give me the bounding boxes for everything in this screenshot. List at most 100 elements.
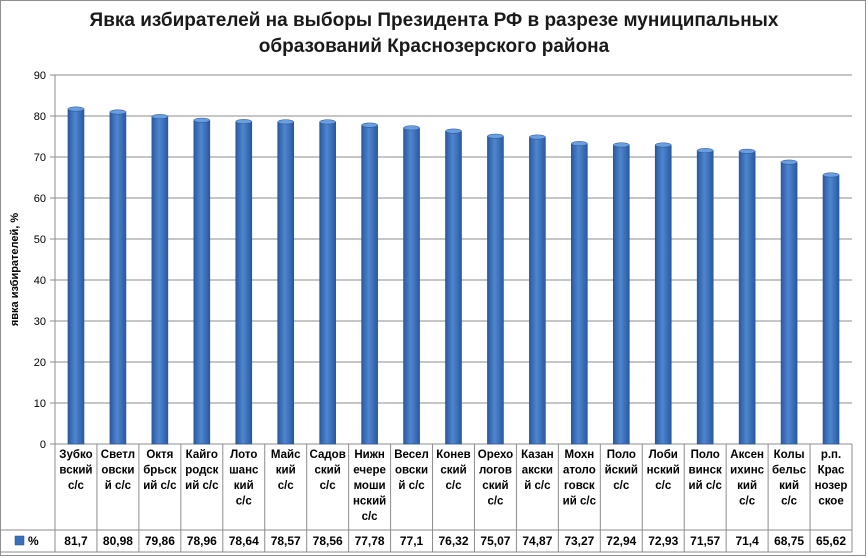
bar-top: [403, 125, 420, 131]
bars: [67, 106, 840, 445]
category-label: Аксен ихинс кий с/с: [730, 449, 764, 508]
bar: [571, 143, 588, 445]
value-label: 73,27: [564, 534, 594, 548]
bar-top: [151, 114, 169, 120]
bar-top: [67, 106, 85, 112]
value-label: 77,1: [400, 534, 424, 548]
bar: [193, 119, 211, 445]
value-labels: 81,7 80,98 79,86 78,96 78,64 78,57 78,56 77,78 7…: [64, 534, 846, 548]
bar-top: [696, 148, 714, 154]
value-label: 78,64: [229, 534, 259, 548]
value-label: 80,98: [103, 534, 133, 548]
bar: [822, 174, 840, 445]
value-label: 75,07: [480, 534, 510, 548]
value-label: 78,96: [187, 534, 217, 548]
bar: [529, 136, 546, 445]
category-label: Лоби нский с/с: [647, 449, 680, 492]
bar-top: [571, 141, 588, 147]
chart-title-line-2: образований Краснозерского района: [258, 36, 610, 57]
bar: [277, 121, 295, 445]
value-label: 72,93: [648, 534, 678, 548]
bar: [738, 150, 756, 445]
y-tick-label: 60: [34, 193, 46, 205]
category-label: Октя брьск ий с/с: [143, 449, 177, 492]
data-table: [0, 444, 853, 553]
chart-title: Явка избирателей на выборы Президента РФ…: [0, 8, 868, 60]
category-label: Поло винск ий с/с: [689, 449, 723, 492]
bar-top: [193, 117, 211, 123]
category-label: Колы бельс кий с/с: [772, 449, 807, 508]
category-label: Кайго родск ий с/с: [185, 449, 219, 492]
y-tick-label: 90: [34, 70, 46, 82]
category-label: Казан акски й с/с: [521, 449, 554, 492]
legend: %: [14, 534, 39, 548]
category-label: Весел овски й с/с: [394, 449, 429, 492]
bar: [612, 144, 630, 445]
bar-top: [361, 122, 378, 128]
value-label: 65,62: [816, 534, 846, 548]
y-tick-label: 70: [34, 152, 46, 164]
y-tick-label: 80: [34, 111, 46, 123]
category-label: Поло йский с/с: [605, 449, 638, 492]
category-label: Мохн атоло говск ий с/с: [563, 449, 597, 508]
category-label: Садов ский с/с: [310, 449, 346, 492]
bar: [654, 144, 672, 445]
value-label: 81,7: [64, 534, 88, 548]
category-label: Орехо логов ский с/с: [478, 449, 513, 508]
category-label: Конев ский с/с: [436, 449, 470, 492]
value-label: 78,57: [271, 534, 301, 548]
y-axis-ticks: 0 10 20 30 40 50 60 70 80 90: [34, 70, 46, 451]
category-label: Зубко вский с/с: [59, 449, 92, 492]
value-label: 76,32: [438, 534, 468, 548]
chart-title-line-1: Явка избирателей на выборы Президента РФ…: [89, 10, 779, 31]
bar: [487, 135, 504, 445]
category-label: р.п. Крас нозер ское: [815, 449, 848, 508]
bar: [109, 111, 127, 445]
bar-top: [235, 119, 253, 125]
value-label: 68,75: [774, 534, 804, 548]
value-label: 72,94: [606, 534, 636, 548]
category-label: Майс кий с/с: [271, 449, 301, 492]
bar-top: [109, 109, 127, 115]
y-tick-label: 20: [34, 357, 46, 369]
y-tick-label: 10: [34, 398, 46, 410]
legend-swatch: [14, 535, 25, 546]
bar: [235, 121, 253, 445]
value-label: 77,78: [355, 534, 385, 548]
category-label: Лото шанс кий с/с: [229, 449, 259, 508]
bar: [445, 130, 462, 445]
category-label: Нижн ечере моши нский с/с: [353, 449, 386, 523]
bar: [780, 161, 798, 445]
value-label: 71,57: [690, 534, 720, 548]
bar-top: [613, 142, 630, 148]
value-label: 74,87: [522, 534, 552, 548]
bar-top: [445, 128, 462, 134]
y-tick-label: 50: [34, 234, 46, 246]
legend-label: %: [28, 534, 39, 548]
y-tick-label: 30: [34, 316, 46, 328]
value-label: 71,4: [735, 534, 759, 548]
value-label: 79,86: [145, 534, 175, 548]
value-label: 78,56: [313, 534, 343, 548]
bar: [151, 116, 169, 445]
bar-top: [529, 134, 546, 140]
y-tick-label: 40: [34, 275, 46, 287]
bar-top: [319, 119, 336, 125]
bar-top: [277, 119, 294, 125]
y-axis-label: явка избирателей, %: [9, 213, 21, 327]
bar-top: [487, 133, 504, 139]
bar-top: [738, 148, 756, 154]
bar-top: [780, 159, 798, 165]
bar-top: [654, 142, 672, 148]
bar: [696, 150, 714, 445]
bar: [403, 127, 420, 445]
bar: [67, 108, 85, 445]
category-label: Светл овски й с/с: [101, 449, 135, 492]
bar-top: [822, 172, 840, 178]
bar: [361, 124, 378, 445]
bar: [319, 121, 336, 445]
y-tick-label: 0: [40, 439, 46, 451]
